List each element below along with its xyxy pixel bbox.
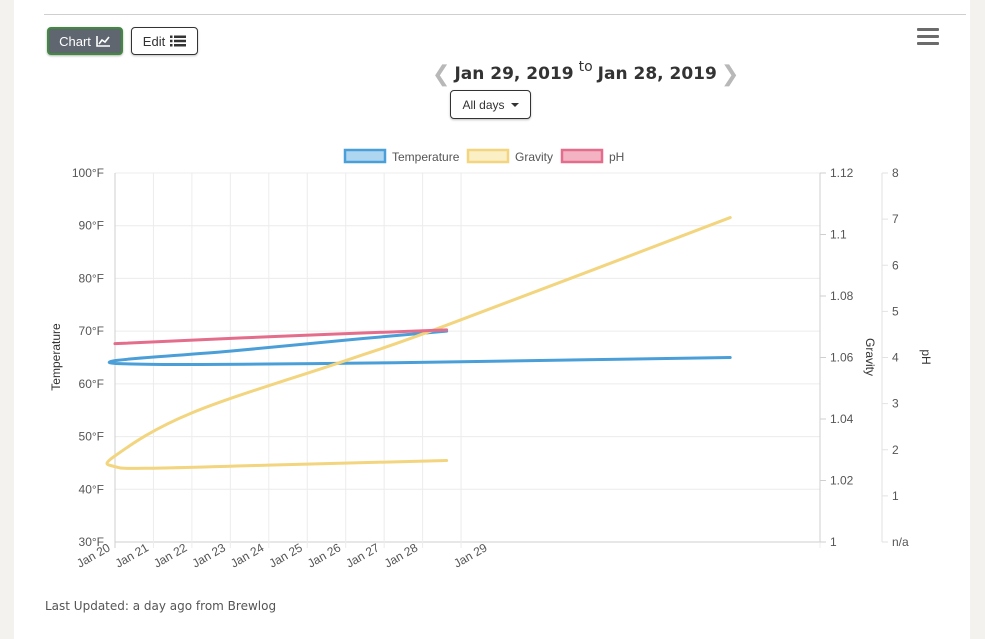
gravity-tick-label: 1.08 [830, 289, 854, 303]
ph-tick-label: n/a [892, 535, 909, 549]
temperature-tick-label: 70°F [79, 324, 104, 338]
ph-tick-label: 7 [892, 212, 899, 226]
temperature-axis-title: Temperature [49, 323, 63, 391]
range-start: Jan 29, 2019 [454, 64, 574, 84]
ph-tick-label: 1 [892, 489, 899, 503]
temperature-tick-label: 60°F [79, 377, 104, 391]
legend-label-gravity: Gravity [515, 150, 553, 164]
legend-label-temperature: Temperature [392, 150, 460, 164]
caret-down-icon [510, 102, 519, 107]
gravity-tick-label: 1 [830, 535, 837, 549]
list-icon [170, 35, 187, 47]
legend-swatch-temperature [343, 148, 387, 164]
x-tick-label: Jan 24 [228, 540, 266, 570]
ph-tick-label: 3 [892, 397, 899, 411]
edit-button[interactable]: Edit [131, 27, 198, 55]
legend-swatch-ph [560, 148, 604, 164]
ph-axis-title: pH [919, 349, 933, 364]
days-filter-label: All days [462, 97, 505, 112]
gravity-tick-label: 1.04 [830, 412, 854, 426]
ph-tick-label: 4 [892, 351, 899, 365]
temperature-tick-label: 80°F [79, 271, 104, 285]
edit-button-label: Edit [142, 33, 166, 49]
x-tick-label: Jan 23 [190, 540, 228, 570]
x-tick-label: Jan 29 [451, 540, 489, 570]
hamburger-menu-icon[interactable] [917, 28, 939, 46]
legend-label-ph: pH [609, 150, 624, 164]
chart-button-label: Chart [59, 33, 91, 49]
brew-chart: 100°F90°F80°F70°F60°F50°F40°F30°F1.121.1… [49, 148, 933, 571]
temperature-tick-label: 40°F [79, 482, 104, 496]
gravity-tick-label: 1.1 [830, 228, 847, 242]
legend-swatch-gravity [466, 148, 510, 164]
ph-tick-label: 8 [892, 166, 899, 180]
range-separator: to [578, 59, 593, 75]
temperature-tick-label: 100°F [72, 166, 104, 180]
series-line-ph [113, 328, 449, 346]
x-tick-label: Jan 25 [267, 540, 305, 570]
ph-tick-label: 6 [892, 258, 899, 272]
chevron-right-icon[interactable]: ❯ [720, 61, 740, 87]
gravity-tick-label: 1.12 [830, 166, 854, 180]
last-updated: Last Updated: a day ago from Brewlog [45, 599, 277, 613]
x-tick-label: Jan 22 [151, 540, 189, 570]
gravity-tick-label: 1.02 [830, 474, 854, 488]
series-line-gravity [105, 216, 732, 470]
temperature-tick-label: 30°F [79, 535, 104, 549]
date-range: ❮ Jan 29, 2019 to Jan 28, 2019 ❯ [432, 59, 740, 88]
ph-tick-label: 2 [892, 443, 899, 457]
gravity-axis-title: Gravity [863, 338, 877, 376]
chevron-left-icon[interactable]: ❮ [432, 61, 451, 87]
range-end: Jan 28, 2019 [597, 64, 717, 84]
x-tick-label: Jan 21 [113, 540, 151, 570]
line-chart-icon [96, 36, 110, 47]
days-filter-dropdown[interactable]: All days [450, 90, 531, 119]
temperature-tick-label: 50°F [79, 430, 104, 444]
series-line-temperature [107, 329, 732, 366]
x-tick-label: Jan 27 [343, 540, 381, 570]
ph-tick-label: 5 [892, 304, 899, 318]
x-tick-label: Jan 28 [382, 540, 420, 570]
temperature-tick-label: 90°F [79, 219, 104, 233]
chart-button[interactable]: Chart [47, 27, 123, 55]
x-tick-label: Jan 26 [305, 540, 343, 570]
gravity-tick-label: 1.06 [830, 351, 854, 365]
top-divider [44, 14, 966, 15]
